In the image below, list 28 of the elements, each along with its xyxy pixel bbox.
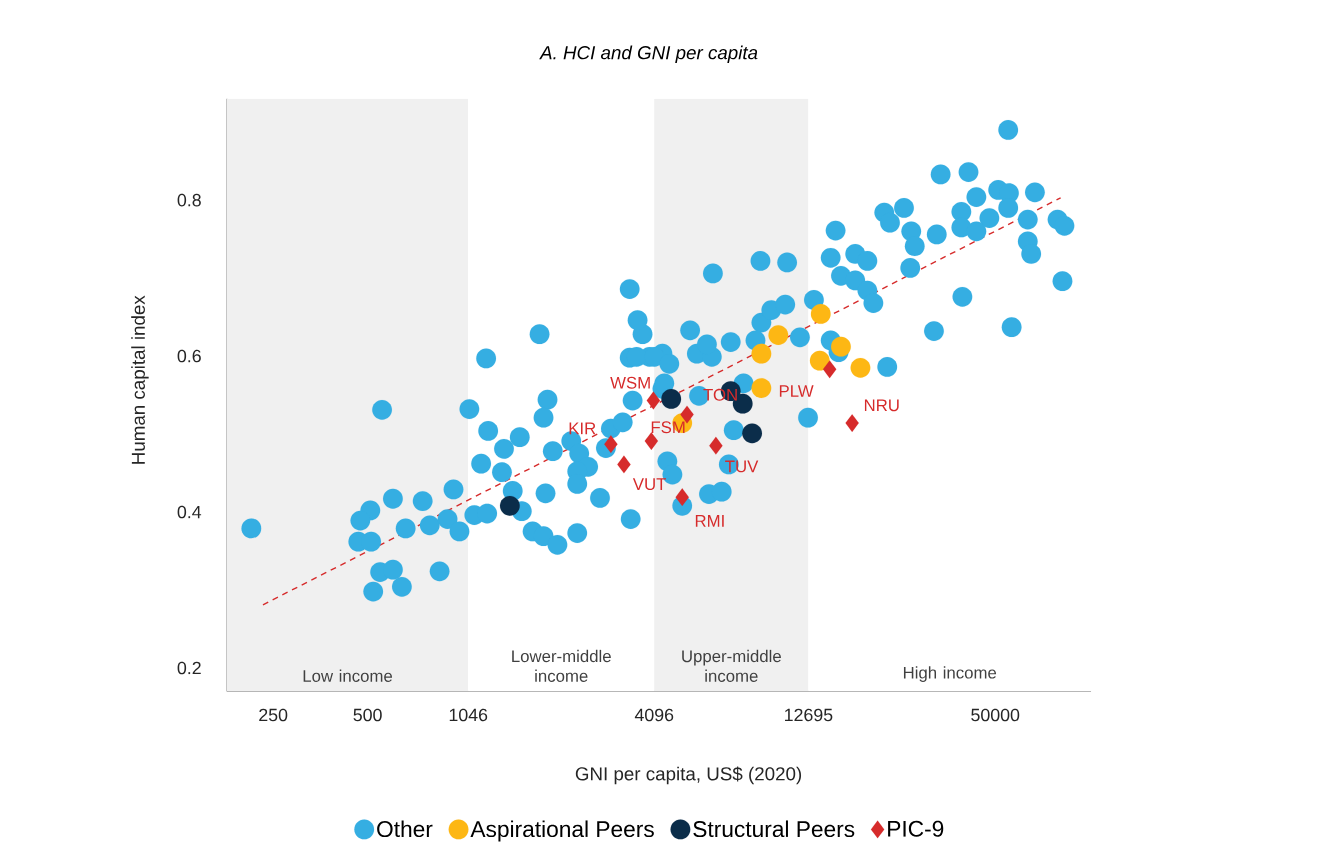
band-label: Low income xyxy=(303,669,393,682)
legend-label: PIC-9 xyxy=(888,820,944,837)
data-label: WSM xyxy=(610,376,650,389)
x-tick-label: 50000 xyxy=(971,708,1020,722)
band-label: High income xyxy=(903,666,997,682)
x-tick-label: 4096 xyxy=(634,708,674,722)
legend-label: Structural Peers xyxy=(693,820,855,838)
data-label: PLW xyxy=(779,385,814,397)
chart-title: A. HCI and GNI per capita xyxy=(539,45,758,63)
x-tick-label: 12695 xyxy=(785,708,833,722)
x-tick-label: 250 xyxy=(259,708,288,722)
x-tick-label: 500 xyxy=(353,708,382,722)
legend-label: Other xyxy=(377,820,433,838)
y-tick-label: 0.8 xyxy=(177,193,201,207)
y-axis-title: Human capital index xyxy=(131,295,149,464)
legend-label: Aspirational Peers xyxy=(470,820,654,842)
x-axis-title: GNI per capita, US$ (2020) xyxy=(575,766,802,785)
x-tick-label: 1046 xyxy=(449,708,488,722)
data-label: KIR xyxy=(569,422,596,435)
y-tick-label: 0.6 xyxy=(177,349,201,363)
y-tick-label: 0.4 xyxy=(177,505,202,519)
band-label: Lower-middle income xyxy=(512,649,611,682)
data-label: RMI xyxy=(695,515,724,527)
data-label: TON xyxy=(703,388,737,401)
data-label: NRU xyxy=(864,399,899,412)
band-label: Upper-middle income xyxy=(682,649,781,682)
data-label: VUT xyxy=(632,478,667,490)
y-tick-label: 0.2 xyxy=(177,661,201,675)
